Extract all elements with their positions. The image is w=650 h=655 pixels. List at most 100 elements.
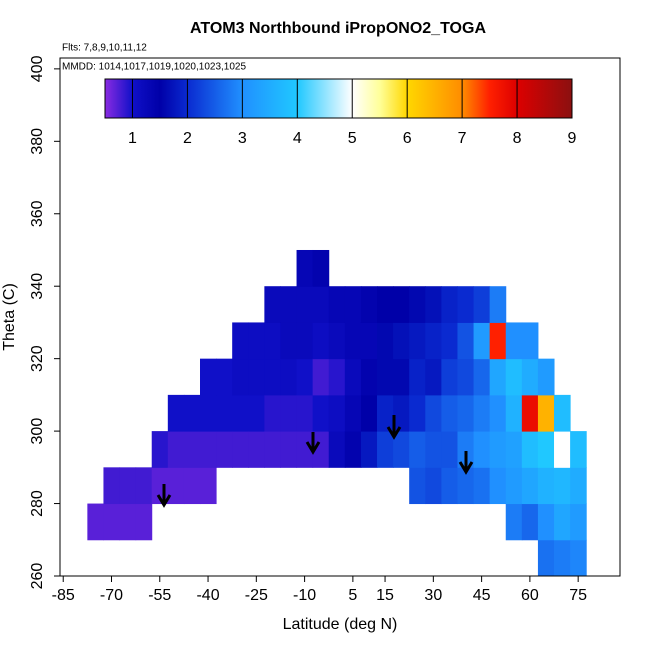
heat-cell <box>537 467 555 505</box>
y-axis-label: Theta (C) <box>1 283 18 351</box>
heat-cell <box>537 503 555 541</box>
heat-cell <box>409 431 426 468</box>
x-tick-label: -70 <box>100 587 123 604</box>
heat-cell <box>280 286 298 323</box>
heat-cell <box>200 431 217 468</box>
heat-cell <box>360 322 378 360</box>
heat-cell <box>216 394 233 432</box>
heat-cell <box>296 286 314 323</box>
heat-cell <box>312 249 330 287</box>
heat-cell <box>409 394 426 432</box>
heat-cell <box>537 431 555 468</box>
heat-cell <box>409 322 426 360</box>
heat-cell <box>425 358 442 396</box>
heat-cell <box>280 431 298 468</box>
heat-cell <box>409 358 426 396</box>
heat-cell <box>328 358 346 396</box>
heat-cell <box>119 503 137 541</box>
heat-cell <box>521 394 539 432</box>
heat-cell <box>441 467 458 505</box>
heat-cell <box>183 431 201 468</box>
heat-cell <box>328 431 346 468</box>
y-tick-label: 340 <box>29 273 46 300</box>
heat-cell <box>296 322 314 360</box>
heat-cell <box>360 358 378 396</box>
heat-cell <box>232 394 249 432</box>
colorbar-tick-label: 5 <box>348 130 357 147</box>
heat-cell <box>473 431 491 468</box>
heat-cell <box>521 358 539 396</box>
heat-cell <box>441 322 458 360</box>
heat-cell <box>489 358 507 396</box>
x-tick-label: 30 <box>424 587 442 604</box>
heat-cell <box>167 467 185 505</box>
heat-cell <box>344 358 362 396</box>
heat-cell <box>248 322 265 360</box>
heat-cell <box>264 394 281 432</box>
heat-cell <box>280 394 298 432</box>
heat-cell <box>441 431 458 468</box>
heat-cell <box>248 394 265 432</box>
heat-cell <box>473 394 491 432</box>
annotation: MMDD: 1014,1017,1019,1020,1023,1025 <box>62 62 246 73</box>
heat-cell <box>554 539 571 577</box>
arrow <box>305 432 321 455</box>
y-tick-label: 360 <box>29 200 46 227</box>
heat-cell <box>312 286 330 323</box>
y-tick-label: 300 <box>29 418 46 445</box>
heat-cell <box>409 286 426 323</box>
heat-cell <box>167 431 185 468</box>
heat-cell <box>457 358 475 396</box>
heat-cell <box>505 503 523 541</box>
heat-cell <box>264 358 281 396</box>
heat-cell <box>425 431 442 468</box>
arrow <box>458 451 474 475</box>
heat-cell <box>521 322 539 360</box>
heat-cell <box>216 358 233 396</box>
heat-cell <box>473 322 491 360</box>
heat-cell <box>328 286 346 323</box>
colorbar-tick-label: 3 <box>238 130 247 147</box>
heat-cell <box>554 467 571 505</box>
heat-cell <box>473 286 491 323</box>
heat-cell <box>248 431 265 468</box>
heat-cell <box>473 358 491 396</box>
heat-cell <box>232 431 249 468</box>
heat-cell <box>554 503 571 541</box>
heat-cell <box>280 322 298 360</box>
chart-title: ATOM3 Northbound iPropONO2_TOGA <box>190 20 486 37</box>
heat-cell <box>328 394 346 432</box>
heat-cell <box>135 467 153 505</box>
heat-cell <box>200 394 217 432</box>
heat-cell <box>537 539 555 577</box>
heat-cell <box>377 358 394 396</box>
heat-cell <box>441 358 458 396</box>
heat-cell <box>280 358 298 396</box>
heat-cell <box>570 503 587 541</box>
heat-cell <box>360 394 378 432</box>
arrow <box>386 415 402 440</box>
heat-cell <box>200 467 217 505</box>
heat-cell <box>344 431 362 468</box>
plot-frame <box>59 57 621 577</box>
x-tick-label: -25 <box>245 587 268 604</box>
heat-cell <box>457 467 475 505</box>
heat-cell <box>425 394 442 432</box>
heat-cell <box>200 358 217 396</box>
heat-cell <box>312 394 330 432</box>
heat-cell <box>312 358 330 396</box>
heat-cell <box>264 286 281 323</box>
heat-cell <box>457 394 475 432</box>
heat-cell <box>537 358 555 396</box>
colorbar-tick-label: 9 <box>568 130 577 147</box>
heat-cell <box>393 322 410 360</box>
x-tick-label: -40 <box>196 587 219 604</box>
heat-cell <box>457 322 475 360</box>
arrow <box>156 484 172 508</box>
heat-cell <box>216 431 233 468</box>
heat-cell <box>457 431 475 468</box>
heat-cell <box>489 394 507 432</box>
heat-cell <box>360 286 378 323</box>
heat-cell <box>377 322 394 360</box>
heat-cell <box>183 394 201 432</box>
